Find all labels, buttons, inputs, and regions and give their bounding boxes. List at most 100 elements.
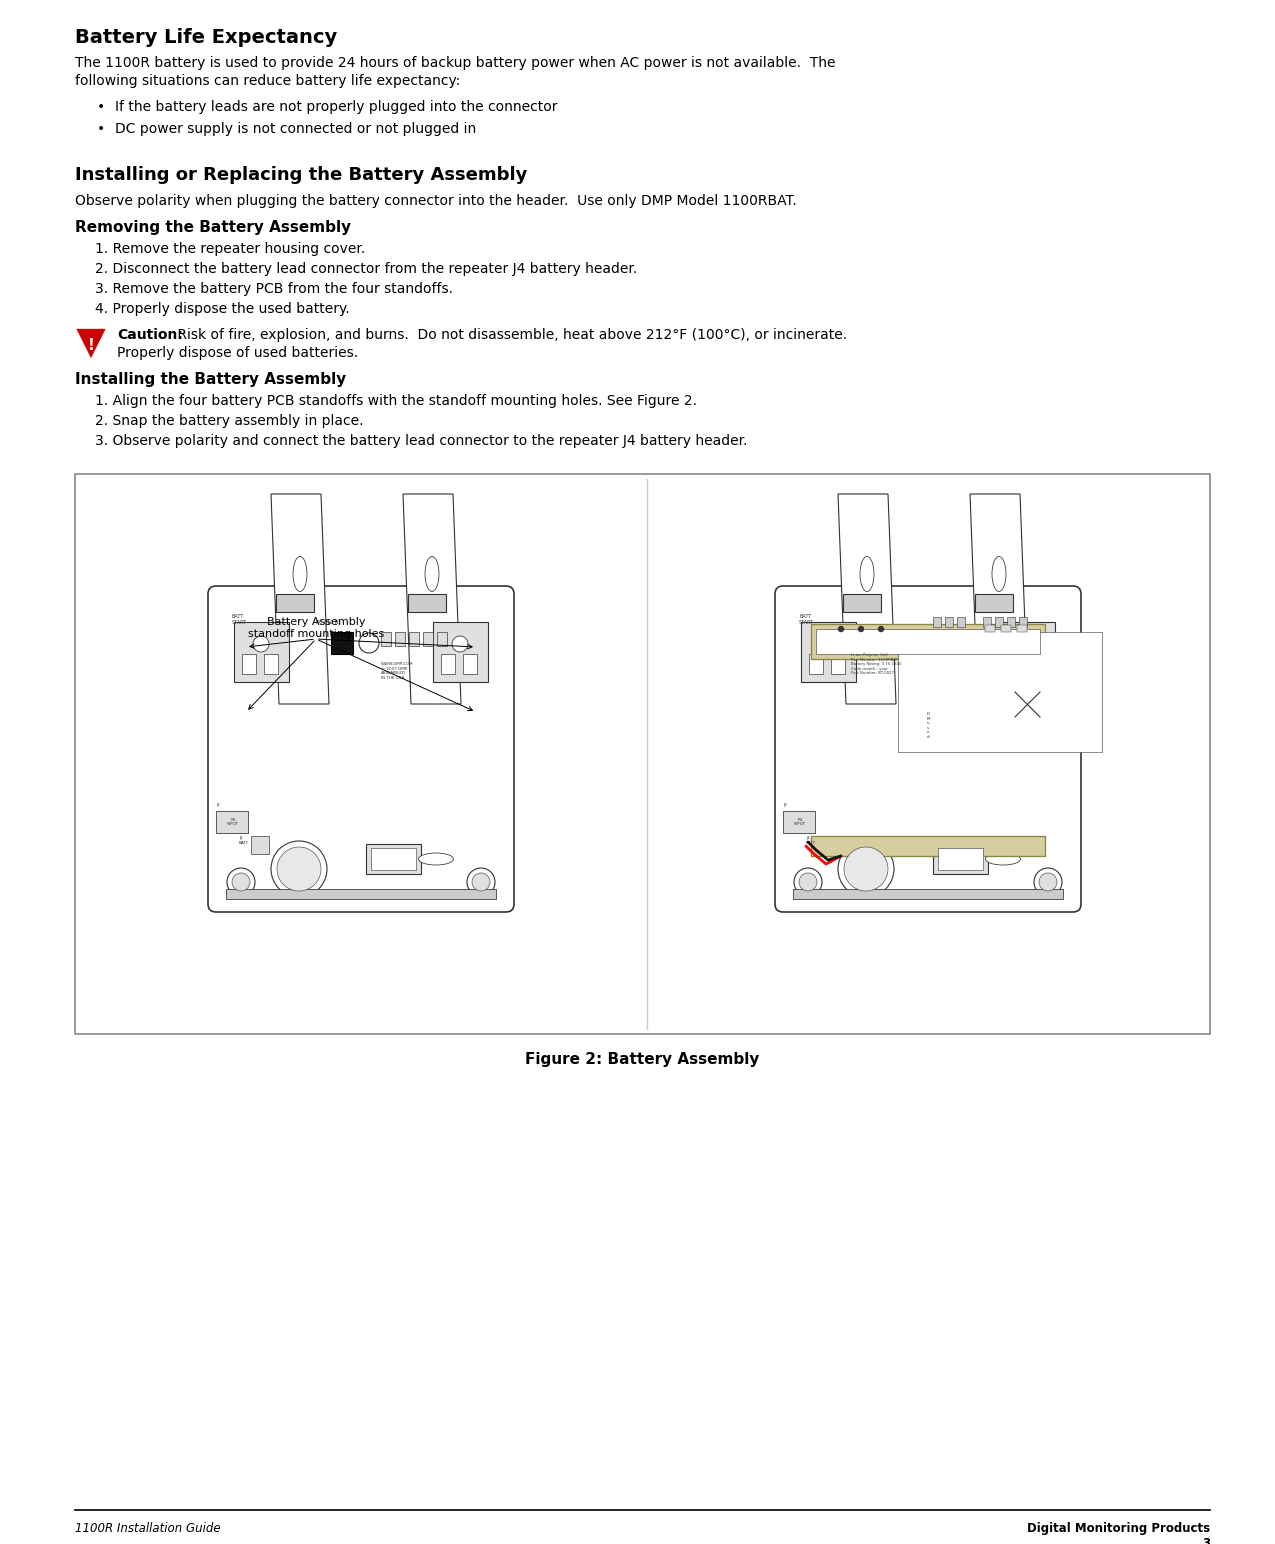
Bar <box>226 889 496 899</box>
Bar <box>938 848 983 869</box>
Text: 4. Properly dispose the used battery.: 4. Properly dispose the used battery. <box>96 303 349 317</box>
Bar <box>235 622 289 682</box>
Text: BATT
START: BATT START <box>799 615 815 625</box>
Bar <box>986 625 994 631</box>
Circle shape <box>1034 868 1062 896</box>
Text: Properly dispose of used batteries.: Properly dispose of used batteries. <box>117 346 358 360</box>
Text: 1100R Installation Guide: 1100R Installation Guide <box>75 1522 221 1535</box>
Bar <box>801 622 856 682</box>
Text: Installing the Battery Assembly: Installing the Battery Assembly <box>75 372 347 388</box>
Bar <box>381 631 391 645</box>
Text: J3: J3 <box>783 803 787 808</box>
Ellipse shape <box>861 556 873 591</box>
Bar <box>434 622 488 682</box>
Bar <box>945 618 952 627</box>
Circle shape <box>272 841 326 897</box>
Bar <box>242 655 256 675</box>
Ellipse shape <box>992 556 1006 591</box>
Text: D
M
u
s
e
d: D M u s e d <box>926 712 929 740</box>
Bar <box>811 835 1046 855</box>
Circle shape <box>838 625 844 631</box>
Circle shape <box>227 868 255 896</box>
Circle shape <box>277 848 321 891</box>
Text: WWW.DMP.COM
© 2007 DMP
ASSEMBLED
IN THE USA: WWW.DMP.COM © 2007 DMP ASSEMBLED IN THE … <box>381 662 413 679</box>
Polygon shape <box>838 494 896 704</box>
Bar <box>1001 625 1011 631</box>
Text: Installing or Replacing the Battery Assembly: Installing or Replacing the Battery Asse… <box>75 167 528 184</box>
Text: DC power supply is not connected or not plugged in: DC power supply is not connected or not … <box>115 122 477 136</box>
Circle shape <box>252 636 269 652</box>
Text: Risk of fire, explosion, and burns.  Do not disassemble, heat above 212°F (100°C: Risk of fire, explosion, and burns. Do n… <box>173 327 847 343</box>
Text: PC-010 R1: PC-010 R1 <box>316 621 342 625</box>
Bar <box>1007 618 1015 627</box>
Bar <box>441 655 455 675</box>
Text: Removing the Battery Assembly: Removing the Battery Assembly <box>75 219 351 235</box>
Circle shape <box>467 868 495 896</box>
Bar <box>811 624 1046 659</box>
Text: 1. Remove the repeater housing cover.: 1. Remove the repeater housing cover. <box>96 242 365 256</box>
Circle shape <box>1039 872 1057 891</box>
Text: 3: 3 <box>1202 1536 1210 1544</box>
Circle shape <box>232 872 250 891</box>
Bar <box>831 655 845 675</box>
Polygon shape <box>403 494 462 704</box>
Polygon shape <box>272 494 329 704</box>
Bar <box>793 889 1063 899</box>
Polygon shape <box>970 494 1028 704</box>
Text: Caution:: Caution: <box>117 327 182 343</box>
Text: RS
INPUT: RS INPUT <box>227 818 240 826</box>
FancyBboxPatch shape <box>208 587 514 913</box>
Polygon shape <box>75 327 107 360</box>
Text: J4
BATT: J4 BATT <box>806 835 816 845</box>
Circle shape <box>472 872 490 891</box>
Text: RS
INPUT: RS INPUT <box>794 818 806 826</box>
Bar <box>819 835 836 854</box>
Bar <box>975 594 1014 611</box>
Bar <box>75 474 1210 1034</box>
Bar <box>816 628 1040 655</box>
Bar <box>843 594 881 611</box>
Text: 3. Remove the battery PCB from the four standoffs.: 3. Remove the battery PCB from the four … <box>96 283 453 296</box>
Circle shape <box>453 636 468 652</box>
Circle shape <box>799 872 817 891</box>
Bar <box>366 845 421 874</box>
Ellipse shape <box>425 556 439 591</box>
Circle shape <box>858 625 864 631</box>
Text: following situations can reduce battery life expectancy:: following situations can reduce battery … <box>75 74 460 88</box>
Bar <box>783 811 815 834</box>
Text: Battery Assembly
standoff mounting holes: Battery Assembly standoff mounting holes <box>247 618 384 639</box>
Bar <box>958 618 965 627</box>
Text: Li-ion Polymer Cell
Part Number: 1100RBAT
Battery Rating: 3.7V 1800
Code month -: Li-ion Polymer Cell Part Number: 1100RBA… <box>850 653 901 675</box>
Bar <box>395 631 405 645</box>
Bar <box>408 594 446 611</box>
Circle shape <box>820 636 836 652</box>
Text: 3. Observe polarity and connect the battery lead connector to the repeater J4 ba: 3. Observe polarity and connect the batt… <box>96 434 747 448</box>
Circle shape <box>844 848 887 891</box>
Bar <box>215 811 249 834</box>
Bar <box>933 845 988 874</box>
Bar <box>423 631 434 645</box>
Text: If the battery leads are not properly plugged into the connector: If the battery leads are not properly pl… <box>115 100 557 114</box>
Text: The 1100R battery is used to provide 24 hours of backup battery power when AC po: The 1100R battery is used to provide 24 … <box>75 56 835 69</box>
Bar <box>437 631 448 645</box>
Text: Battery Life Expectancy: Battery Life Expectancy <box>75 28 338 46</box>
Bar <box>332 631 353 655</box>
Bar <box>1019 618 1026 627</box>
Bar <box>898 631 1102 752</box>
Text: J4
BATT: J4 BATT <box>238 835 249 845</box>
Circle shape <box>360 633 379 653</box>
Text: !: ! <box>88 338 94 354</box>
Bar <box>983 618 991 627</box>
Bar <box>1009 655 1023 675</box>
Bar <box>994 618 1003 627</box>
Text: BATT
START: BATT START <box>232 615 247 625</box>
Text: 2. Snap the battery assembly in place.: 2. Snap the battery assembly in place. <box>96 414 363 428</box>
Ellipse shape <box>986 852 1020 865</box>
Bar <box>371 848 416 869</box>
Text: •: • <box>97 100 106 114</box>
Bar <box>1017 625 1026 631</box>
Text: Digital Monitoring Products: Digital Monitoring Products <box>1026 1522 1210 1535</box>
Bar <box>933 618 941 627</box>
Circle shape <box>1019 636 1035 652</box>
Circle shape <box>878 625 884 631</box>
